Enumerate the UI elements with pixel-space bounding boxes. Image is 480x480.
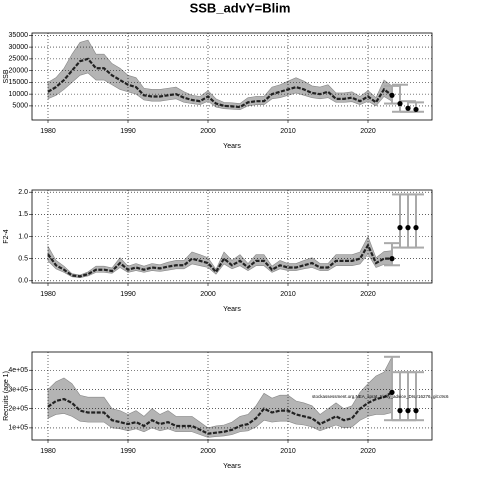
forecast-point bbox=[405, 408, 411, 414]
y-tick-label: 25000 bbox=[9, 56, 29, 63]
y-tick-label: 4e+05 bbox=[8, 367, 28, 374]
y-tick-label: 15000 bbox=[9, 79, 29, 86]
y-axis-label: Recruits (age 1) bbox=[3, 371, 10, 421]
annotation: stockassessment.org,NEA_sprat_trinity_ad… bbox=[312, 394, 449, 399]
y-tick-label: 2e+05 bbox=[8, 406, 28, 413]
x-tick-label: 2010 bbox=[280, 291, 296, 298]
x-tick-label: 2010 bbox=[280, 128, 296, 135]
confidence-band bbox=[47, 235, 393, 278]
forecast-point bbox=[413, 408, 419, 414]
y-tick-label: 30000 bbox=[9, 44, 29, 51]
y-tick-label: 3e+05 bbox=[8, 386, 28, 393]
x-tick-label: 1980 bbox=[40, 128, 56, 135]
plot-frame bbox=[31, 351, 433, 441]
y-tick-label: 10000 bbox=[9, 91, 29, 98]
y-tick-label: 2.0 bbox=[18, 189, 28, 196]
forecast-point bbox=[405, 105, 411, 111]
x-tick-label: 1980 bbox=[40, 291, 56, 298]
plot-frame bbox=[31, 189, 433, 284]
x-axis-label: Years bbox=[223, 463, 241, 470]
estimate-line bbox=[47, 242, 392, 278]
y-tick-label: 1.0 bbox=[18, 233, 28, 240]
estimate-line bbox=[47, 57, 393, 109]
y-tick-label: 20000 bbox=[9, 67, 29, 74]
x-tick-label: 1990 bbox=[120, 291, 136, 298]
y-tick-label: 1.5 bbox=[18, 211, 28, 218]
forecast-point bbox=[405, 225, 411, 231]
x-axis-label: Years bbox=[223, 143, 241, 150]
x-tick-label: 1990 bbox=[120, 128, 136, 135]
forecast-point bbox=[389, 92, 395, 98]
x-tick-label: 1990 bbox=[120, 448, 136, 455]
forecast-point bbox=[413, 106, 419, 113]
estimate-line bbox=[47, 391, 393, 435]
x-tick-label: 2000 bbox=[200, 128, 216, 135]
y-tick-label: 0.5 bbox=[18, 255, 28, 262]
forecast-point bbox=[389, 256, 395, 262]
x-tick-label: 2020 bbox=[360, 448, 376, 455]
forecast-point bbox=[389, 389, 395, 395]
chart-title: SSB_advY=Blim bbox=[190, 0, 291, 15]
plot-frame bbox=[31, 32, 433, 121]
x-tick-label: 2020 bbox=[360, 128, 376, 135]
forecast-point bbox=[397, 225, 403, 231]
y-tick-label: 1e+05 bbox=[8, 425, 28, 432]
y-tick-label: 5000 bbox=[12, 103, 28, 110]
y-tick-label: 0.0 bbox=[18, 278, 28, 285]
y-axis-label: SSB bbox=[3, 69, 10, 83]
y-tick-label: 35000 bbox=[9, 32, 29, 39]
x-axis-label: Years bbox=[223, 306, 241, 313]
forecast-point bbox=[397, 100, 403, 107]
x-tick-label: 2000 bbox=[200, 291, 216, 298]
x-tick-label: 2000 bbox=[200, 448, 216, 455]
x-tick-label: 2020 bbox=[360, 291, 376, 298]
forecast-point bbox=[413, 225, 419, 231]
forecast-point bbox=[397, 408, 403, 414]
x-tick-label: 2010 bbox=[280, 448, 296, 455]
y-axis-label: F2-4 bbox=[3, 229, 10, 244]
x-tick-label: 1980 bbox=[40, 448, 56, 455]
